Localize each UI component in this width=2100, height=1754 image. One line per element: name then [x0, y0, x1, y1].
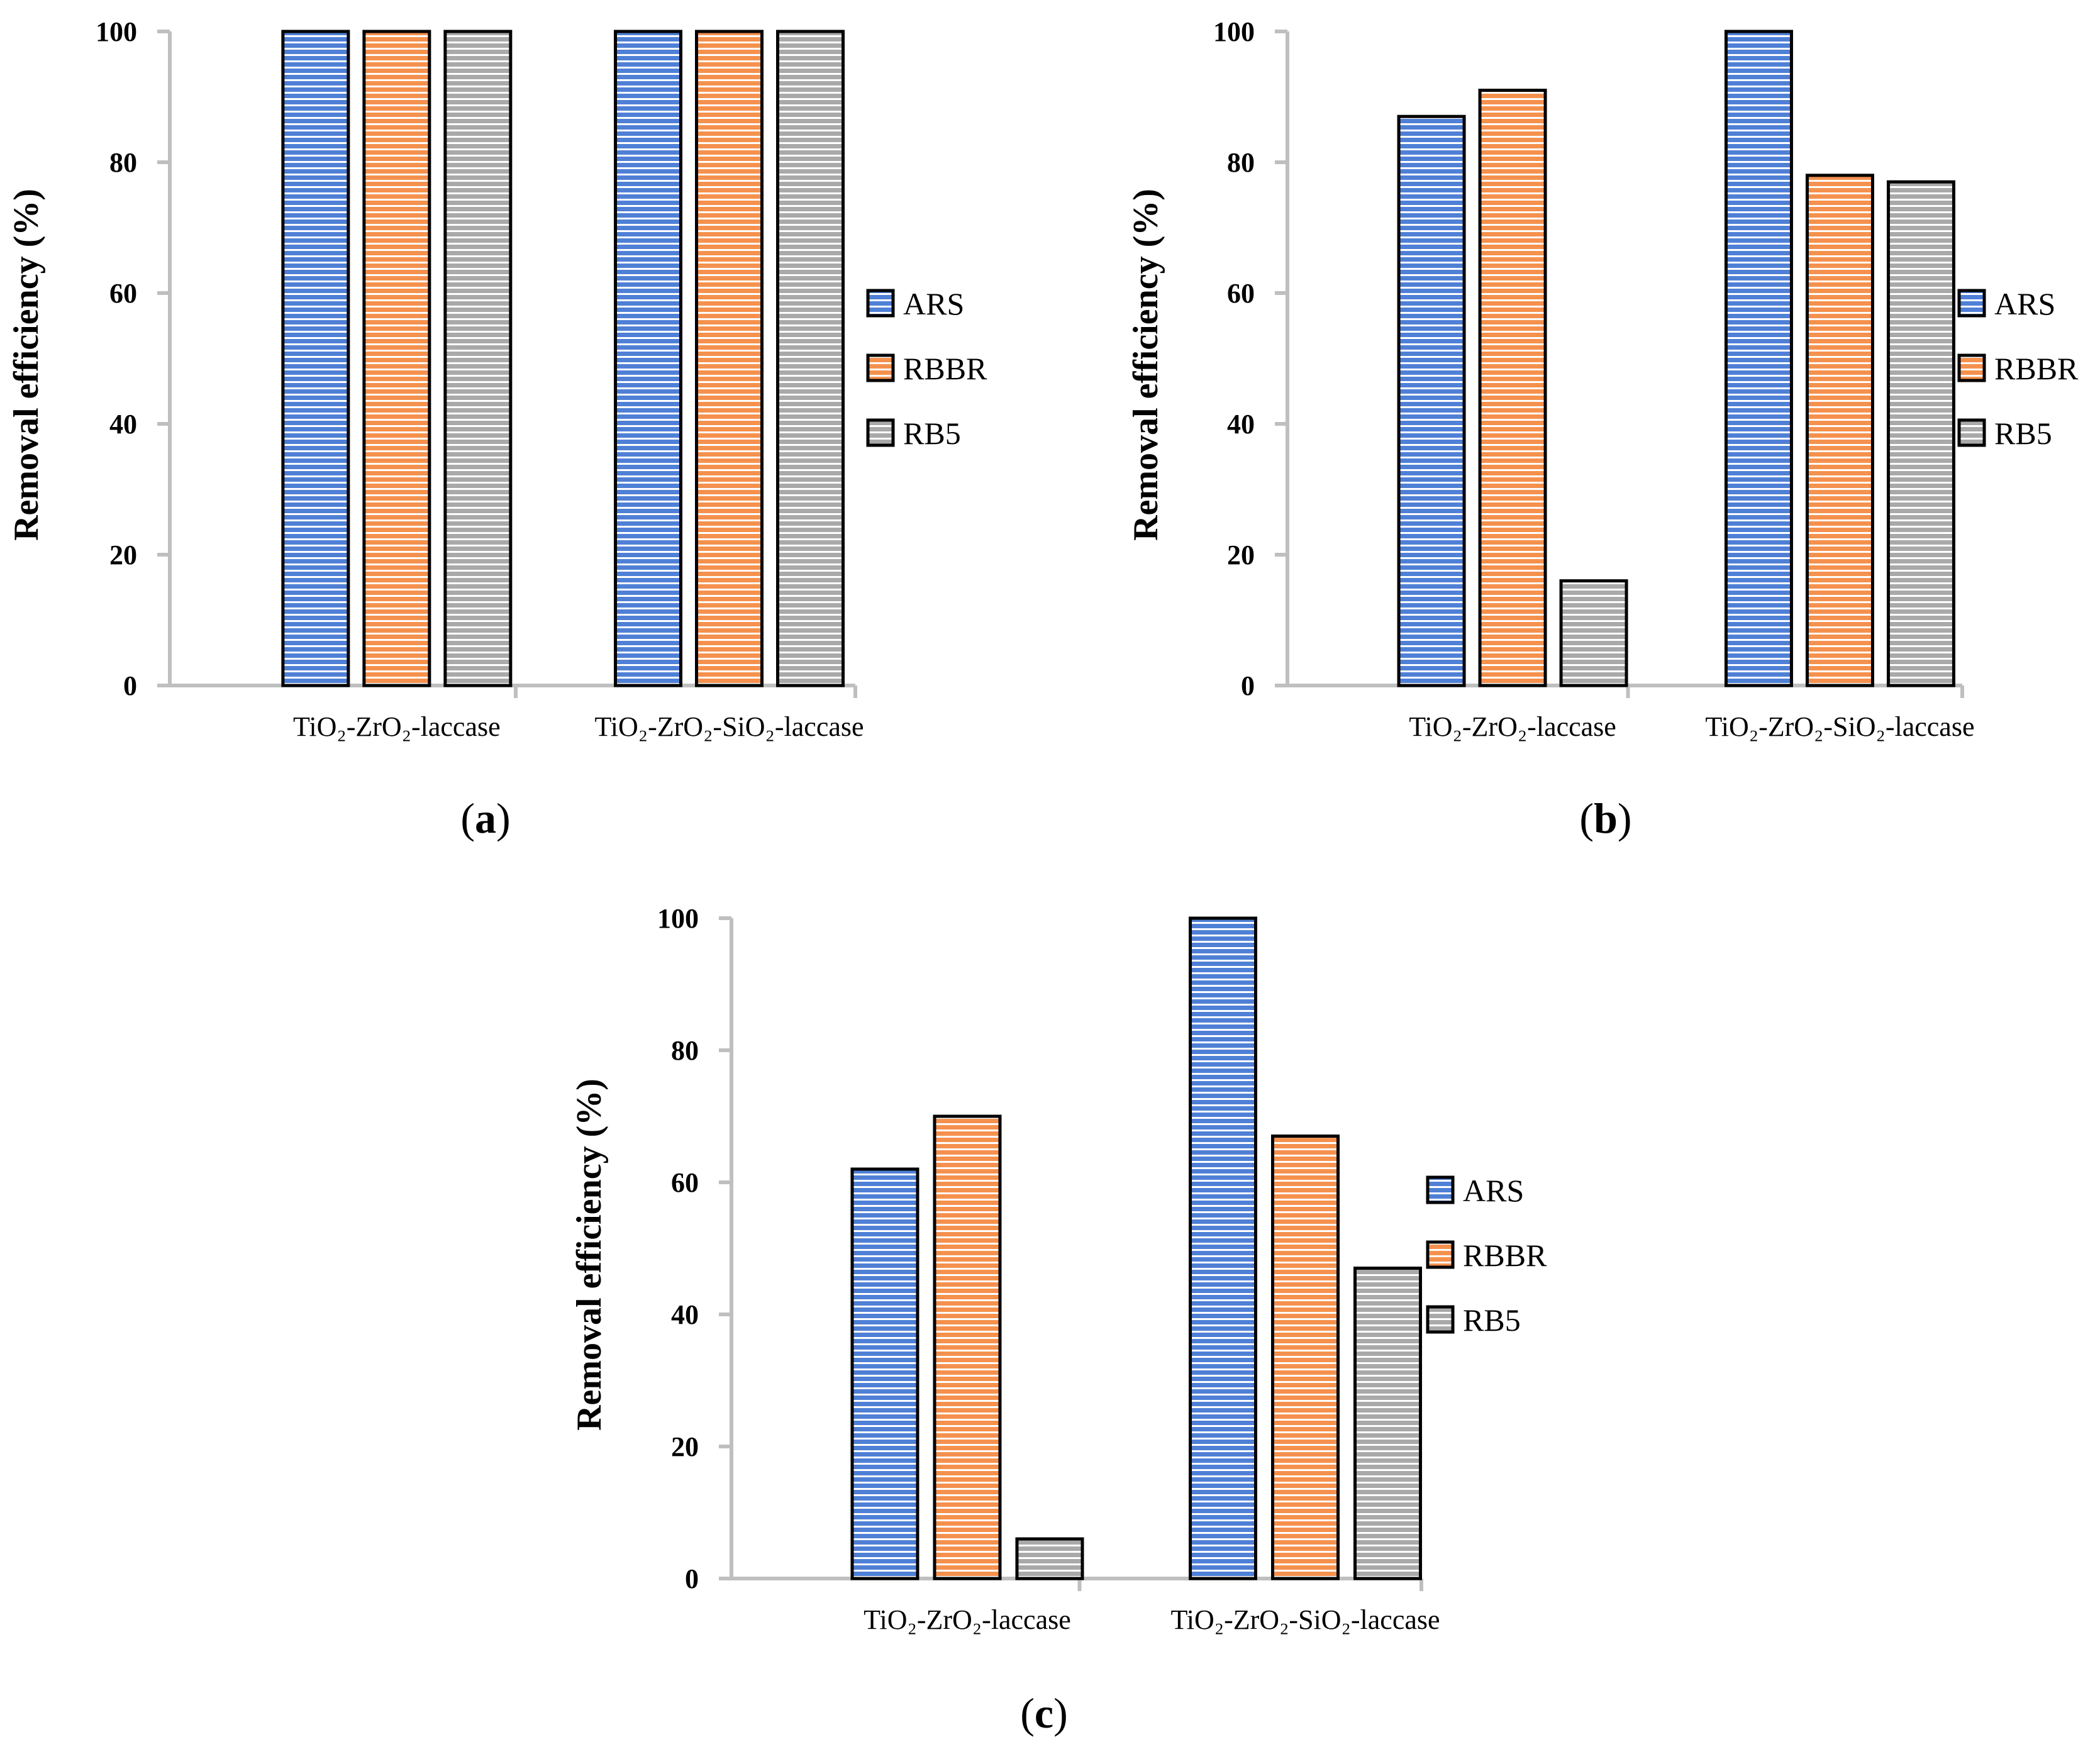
panel-label-c: (c): [1020, 1689, 1068, 1737]
bar-rbbr-1: [1478, 89, 1547, 687]
bar-rb5-1: [1559, 579, 1628, 687]
x-tick-label: TiO₂-ZrO₂-SiO₂-laccase: [1170, 1604, 1440, 1635]
chart-b: 0 20 40 60 80 100 Removal efficiency (%) TiO₂-Z…: [1126, 16, 2079, 742]
panel-label-a: (a): [460, 794, 511, 842]
y-tick-label: 60: [109, 278, 137, 309]
y-tick-label: 80: [1227, 147, 1255, 178]
legend-label-rbbr: RBBR: [1463, 1238, 1547, 1273]
y-tick-label: 0: [685, 1563, 699, 1594]
legend-swatch-ars: [866, 289, 895, 318]
y-tick-label: 80: [671, 1035, 699, 1066]
legend-label-ars: ARS: [1994, 286, 2055, 321]
bar-rb5-2: [1353, 1267, 1423, 1580]
legend-label-ars: ARS: [1463, 1173, 1524, 1208]
legend-label-rb5: RB5: [903, 416, 961, 451]
x-tick-label: TiO₂-ZrO₂-SiO₂-laccase: [1705, 711, 1974, 742]
legend-swatch-rbbr: [1426, 1240, 1455, 1269]
bar-ars-1: [1397, 114, 1466, 687]
bar-rbbr-1: [362, 30, 431, 687]
panel-label-c-letter: c: [1034, 1689, 1054, 1737]
bar-rb5-1: [1015, 1537, 1084, 1580]
bar-rb5-2: [1886, 180, 1955, 687]
bar-ars-1: [281, 30, 350, 687]
y-tick-label: 40: [109, 409, 137, 440]
legend-swatch-ars: [1957, 289, 1986, 318]
legend-swatch-rb5: [1426, 1305, 1455, 1334]
y-tick-label: 0: [123, 670, 137, 701]
bar-ars-2: [1724, 30, 1793, 687]
y-axis-label: Removal efficiency (%): [1126, 189, 1165, 541]
panel-label-b: (b): [1579, 794, 1632, 842]
legend-label-rbbr: RBBR: [903, 351, 987, 386]
y-tick-label: 100: [1213, 16, 1255, 47]
legend-swatch-rb5: [866, 418, 895, 447]
legend-label-ars: ARS: [903, 286, 964, 321]
y-axis-label: Removal efficiency (%): [570, 1079, 609, 1431]
chart-a: 0 20 40 60 80 100 Removal efficiency (%) TiO₂-Z…: [7, 16, 987, 742]
legend-label-rb5: RB5: [1463, 1302, 1521, 1338]
y-tick-label: 80: [109, 147, 137, 178]
y-tick-label: 40: [1227, 409, 1255, 440]
panel-label-b-letter: b: [1594, 794, 1618, 842]
y-tick-label: 100: [96, 16, 137, 47]
bar-rbbr-1: [933, 1114, 1002, 1580]
y-tick-label: 20: [109, 540, 137, 570]
y-tick-label: 0: [1241, 670, 1255, 701]
y-axis-label: Removal efficiency (%): [7, 189, 46, 541]
panel-label-a-letter: a: [475, 794, 496, 842]
y-tick-label: 20: [1227, 540, 1255, 570]
chart-c: 0 20 40 60 80 100 Removal efficiency (%) TiO₂-Z…: [570, 903, 1547, 1635]
legend-swatch-rb5: [1957, 418, 1986, 447]
legend-swatch-rbbr: [1957, 353, 1986, 382]
y-tick-label: 60: [671, 1167, 699, 1198]
y-tick-label: 40: [671, 1299, 699, 1330]
x-tick-label: TiO₂-ZrO₂-laccase: [1409, 711, 1616, 742]
legend-swatch-ars: [1426, 1175, 1455, 1204]
y-tick-label: 60: [1227, 278, 1255, 309]
legend-label-rb5: RB5: [1994, 416, 2052, 451]
x-tick-label: TiO₂-ZrO₂-laccase: [293, 711, 501, 742]
y-tick-label: 100: [657, 903, 699, 934]
bar-ars-1: [850, 1167, 919, 1580]
x-tick-label: TiO₂-ZrO₂-laccase: [864, 1604, 1071, 1635]
y-tick-label: 20: [671, 1431, 699, 1462]
bar-rbbr-2: [695, 30, 764, 687]
bar-rb5-2: [776, 30, 845, 687]
bar-rbbr-2: [1805, 174, 1874, 687]
bar-rb5-1: [443, 30, 513, 687]
legend-swatch-rbbr: [866, 353, 895, 382]
legend-label-rbbr: RBBR: [1994, 351, 2079, 386]
x-tick-label: TiO₂-ZrO₂-SiO₂-laccase: [594, 711, 864, 742]
bar-rbbr-2: [1271, 1135, 1340, 1580]
bar-ars-2: [614, 30, 682, 687]
bar-ars-2: [1189, 916, 1258, 1580]
